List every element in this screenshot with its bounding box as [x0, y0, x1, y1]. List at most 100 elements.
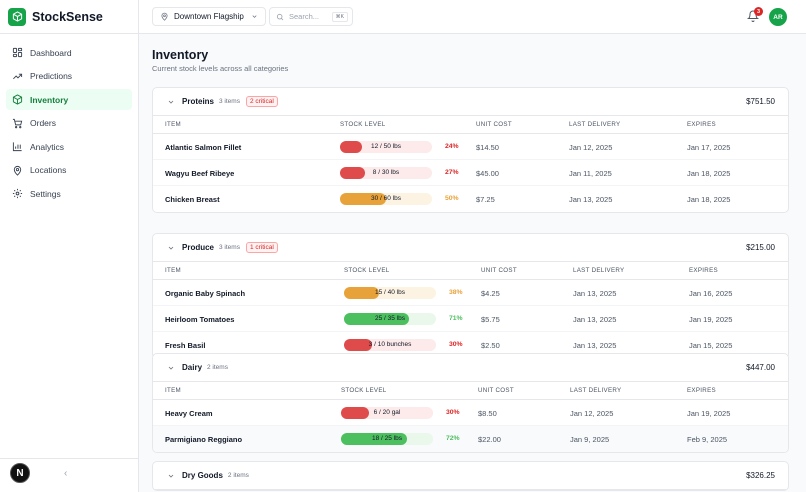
- cart-icon: [12, 118, 23, 128]
- table-row[interactable]: Heirloom Tomatoes 25 / 35 lbs 71% $5.75 Jan …: [153, 306, 788, 332]
- stock-level-bar: 3 / 10 bunches: [344, 338, 436, 351]
- column-item[interactable]: ITEM: [165, 387, 181, 394]
- stock-level-text: 12 / 50 lbs: [371, 143, 401, 150]
- sidebar: StockSense Dashboard Predictions Invento…: [0, 0, 139, 492]
- unit-cost: $45.00: [476, 169, 499, 178]
- last-delivery: Jan 12, 2025: [570, 409, 614, 418]
- map-pin-icon: [13, 165, 22, 176]
- unit-cost: $8.50: [478, 409, 497, 418]
- sidebar-item-inventory[interactable]: Inventory: [6, 89, 132, 110]
- brand[interactable]: StockSense: [0, 0, 138, 34]
- unit-cost: $7.25: [476, 195, 495, 204]
- workspace-badge[interactable]: N: [10, 463, 30, 483]
- column-stock-level[interactable]: STOCK LEVEL: [344, 267, 390, 274]
- column-unit-cost[interactable]: UNIT COST: [478, 387, 514, 394]
- avatar[interactable]: AR: [769, 8, 787, 26]
- column-stock-level[interactable]: STOCK LEVEL: [340, 121, 386, 128]
- critical-badge: 2 critical: [245, 96, 278, 107]
- search-icon: [276, 13, 284, 20]
- column-item[interactable]: ITEM: [165, 121, 181, 128]
- column-stock-level[interactable]: STOCK LEVEL: [341, 387, 387, 394]
- column-unit-cost[interactable]: UNIT COST: [481, 267, 517, 274]
- category-item-count: 2 items: [207, 364, 228, 371]
- table-row[interactable]: Heavy Cream 6 / 20 gal 30% $8.50 Jan 12, 202…: [153, 400, 788, 426]
- chevron-down-icon: [168, 246, 174, 250]
- main-content: Inventory Current stock levels across al…: [139, 34, 798, 492]
- location-selector[interactable]: Downtown Flagship: [152, 7, 266, 26]
- category-header[interactable]: Produce 3 items 1 critical $215.00: [153, 234, 788, 262]
- stock-level-fill: [344, 312, 410, 325]
- item-name: Organic Baby Spinach: [165, 289, 246, 298]
- column-last-delivery[interactable]: LAST DELIVERY: [570, 387, 622, 394]
- chevron-down-icon: [168, 100, 174, 104]
- category-item-count: 2 items: [227, 472, 249, 479]
- item-name: Fresh Basil: [165, 341, 206, 350]
- sidebar-item-label: Orders: [30, 118, 56, 128]
- stock-level-bar: 12 / 50 lbs: [340, 140, 432, 153]
- sidebar-item-orders[interactable]: Orders: [6, 113, 132, 134]
- expiry-date: Feb 9, 2025: [687, 435, 728, 444]
- chevron-down-icon: [168, 474, 174, 478]
- sidebar-item-analytics[interactable]: Analytics: [6, 136, 132, 157]
- column-expires[interactable]: EXPIRES: [689, 267, 718, 274]
- column-expires[interactable]: EXPIRES: [687, 387, 716, 394]
- bar-chart-icon: [12, 142, 22, 152]
- table-row[interactable]: Chicken Breast 30 / 60 lbs 50% $7.25 Jan 13,…: [153, 186, 788, 212]
- column-expires[interactable]: EXPIRES: [687, 121, 716, 128]
- stock-level-fill: [340, 140, 363, 153]
- search-input[interactable]: Search... ⌘K: [269, 7, 353, 26]
- category-header[interactable]: Dairy 2 items $447.00: [153, 354, 788, 382]
- table-row[interactable]: Organic Baby Spinach 15 / 40 lbs 38% $4.25 J…: [153, 280, 788, 306]
- bell-icon[interactable]: [747, 10, 759, 22]
- column-last-delivery[interactable]: LAST DELIVERY: [569, 121, 621, 128]
- stock-level-fill: [340, 192, 386, 205]
- sidebar-item-locations[interactable]: Locations: [6, 160, 132, 181]
- last-delivery: Jan 13, 2025: [569, 195, 613, 204]
- table-header: ITEM STOCK LEVEL UNIT COST LAST DELIVERY EXP…: [153, 116, 788, 134]
- last-delivery: Jan 13, 2025: [573, 289, 617, 298]
- stock-level-fill: [340, 166, 365, 179]
- category-item-count: 3 items: [219, 98, 240, 105]
- unit-cost: $2.50: [481, 341, 500, 350]
- sidebar-item-label: Analytics: [30, 141, 65, 152]
- column-unit-cost[interactable]: UNIT COST: [476, 121, 512, 128]
- category-header[interactable]: Dry Goods 2 items $326.25: [153, 462, 788, 490]
- dashboard-icon: [12, 47, 23, 58]
- table-row[interactable]: Atlantic Salmon Fillet 12 / 50 lbs 24% $14.…: [153, 134, 788, 160]
- sidebar-item-predictions[interactable]: Predictions: [6, 66, 132, 87]
- category-header[interactable]: Proteins 3 items 2 critical $751.50: [153, 88, 788, 116]
- unit-cost: $22.00: [478, 435, 501, 444]
- table-row[interactable]: Wagyu Beef Ribeye 8 / 30 lbs 27% $45.00 Jan …: [153, 160, 788, 186]
- category-name: Dry Goods: [182, 471, 223, 480]
- stock-level-text: 15 / 40 lbs: [375, 289, 405, 296]
- column-item[interactable]: ITEM: [165, 267, 181, 274]
- stock-level-bar: 8 / 30 lbs: [340, 166, 432, 179]
- collapse-sidebar-icon[interactable]: ‹: [64, 468, 68, 479]
- table-row[interactable]: Fresh Basil 3 / 10 bunches 30% $2.50 Jan 13,…: [153, 332, 788, 358]
- sidebar-item-label: Dashboard: [30, 47, 72, 58]
- sidebar-item-dashboard[interactable]: Dashboard: [6, 42, 132, 63]
- notification-count-badge: 3: [754, 7, 763, 16]
- stock-level-bar: 30 / 60 lbs: [340, 192, 432, 205]
- column-last-delivery[interactable]: LAST DELIVERY: [573, 267, 625, 274]
- last-delivery: Jan 11, 2025: [569, 169, 612, 178]
- stock-percent: 30%: [449, 341, 463, 348]
- stock-level-bar: 6 / 20 gal: [341, 406, 433, 419]
- item-name: Wagyu Beef Ribeye: [165, 169, 235, 178]
- unit-cost: $4.25: [481, 289, 500, 298]
- page-title: Inventory: [152, 48, 209, 62]
- unit-cost: $5.75: [481, 315, 500, 324]
- sidebar-item-settings[interactable]: Settings: [6, 183, 132, 204]
- expiry-date: Jan 15, 2025: [689, 341, 733, 350]
- critical-badge: 1 critical: [245, 242, 278, 253]
- item-name: Atlantic Salmon Fillet: [165, 143, 242, 152]
- sidebar-item-label: Inventory: [30, 94, 69, 105]
- table-row[interactable]: Parmigiano Reggiano 18 / 25 lbs 72% $22.00 J…: [153, 426, 788, 452]
- stock-level-text: 18 / 25 lbs: [372, 435, 402, 442]
- sidebar-item-label: Predictions: [30, 71, 73, 81]
- table-header: ITEM STOCK LEVEL UNIT COST LAST DELIVERY EXP…: [153, 382, 788, 400]
- sidebar-item-label: Locations: [30, 165, 67, 175]
- box-logo-icon: [8, 7, 26, 26]
- item-name: Heavy Cream: [165, 409, 213, 418]
- category-card: Dry Goods 2 items $326.25: [152, 461, 789, 491]
